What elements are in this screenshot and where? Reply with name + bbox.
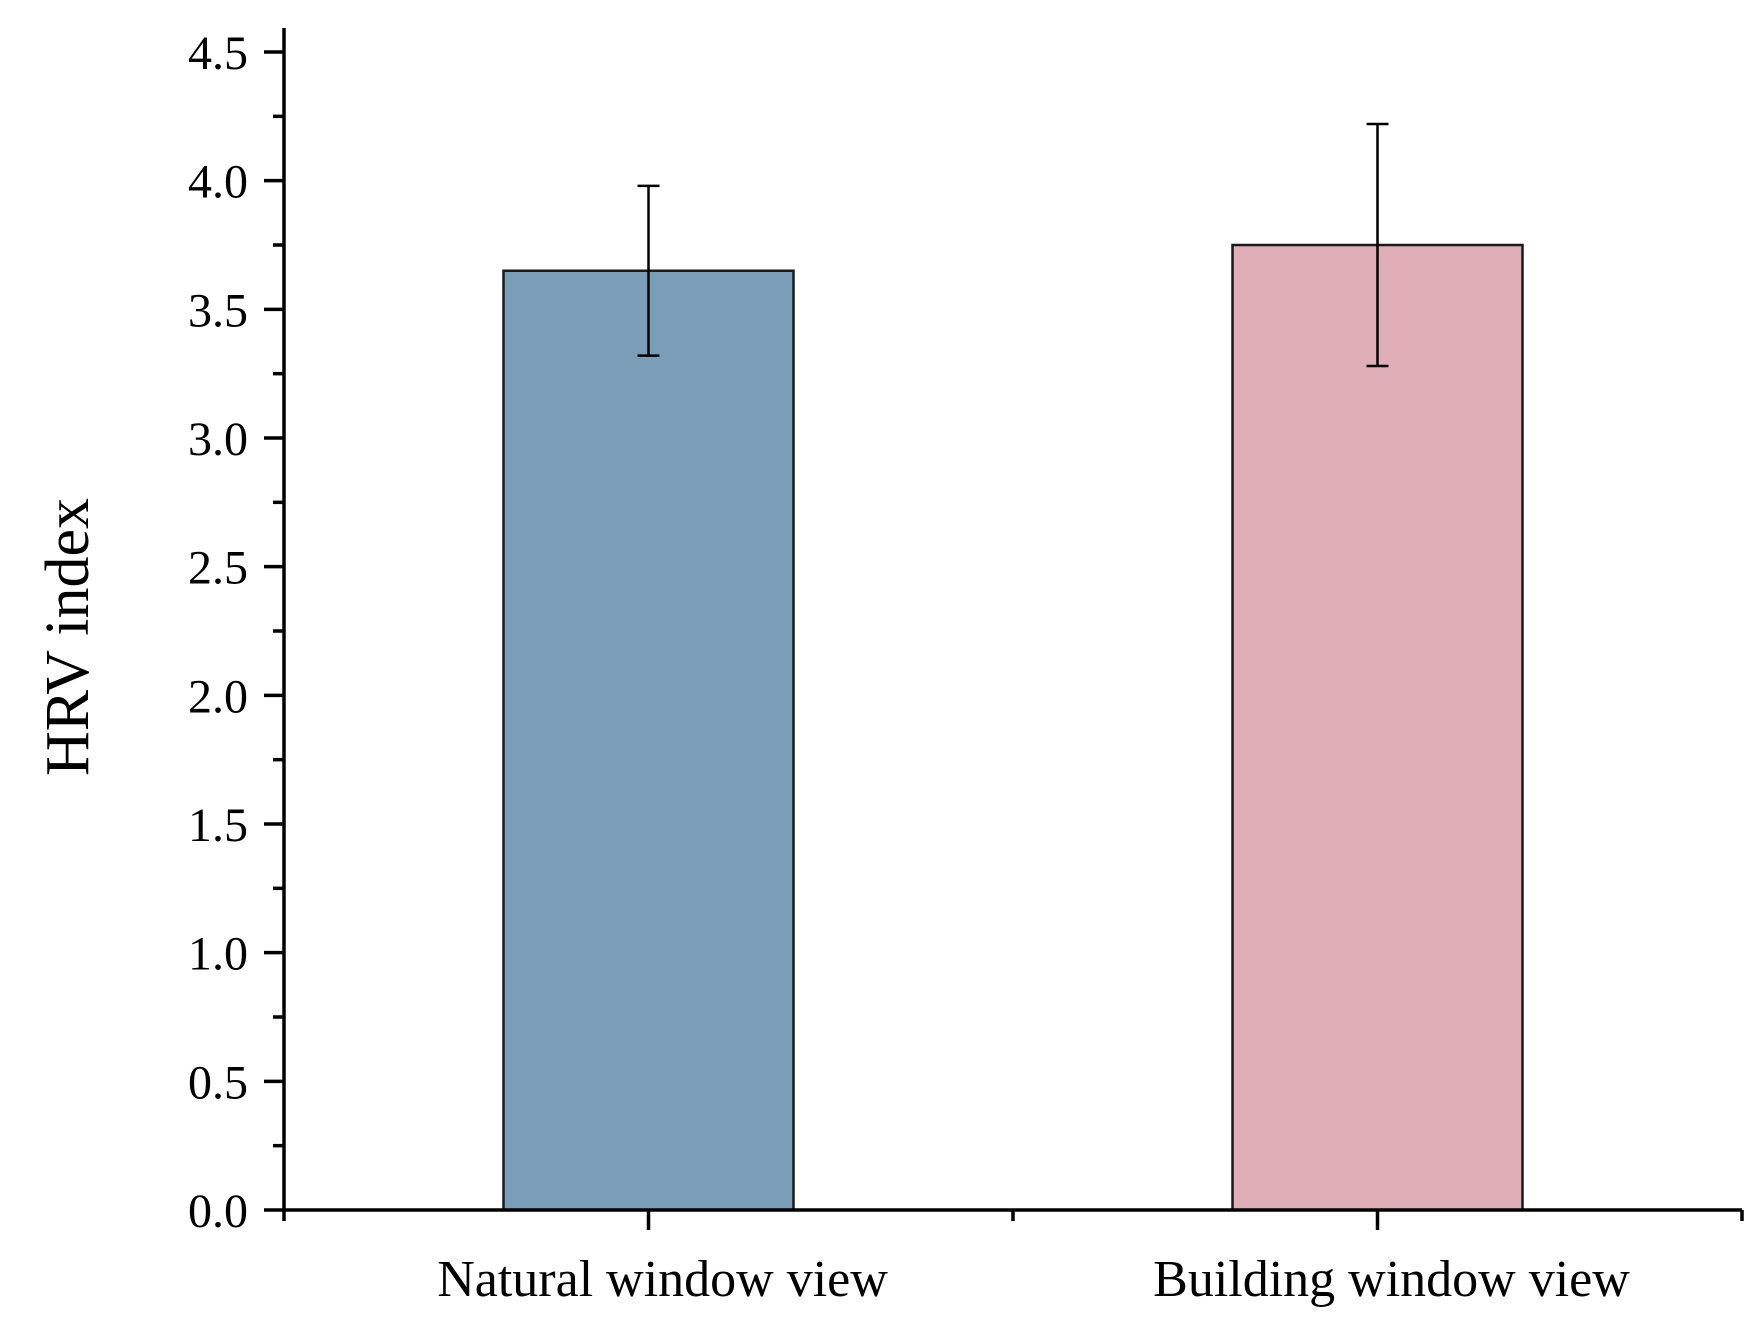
y-tick-label: 3.5 — [188, 284, 248, 337]
y-ticks-layer: 0.0 0.5 1.0 1.5 2.0 2.5 3.0 3.5 4.0 4.5 — [188, 27, 284, 1238]
bars-layer — [502, 243, 1524, 1212]
x-ticks-layer: Natural window view Building window view — [282, 1210, 1744, 1308]
y-tick-label: 2.5 — [188, 542, 248, 595]
y-tick-label: 4.5 — [188, 27, 248, 80]
y-tick-label: 2.0 — [188, 670, 248, 723]
y-tick-label: 0.5 — [188, 1056, 248, 1109]
x-tick-label: Building window view — [1153, 1251, 1630, 1308]
bar-building-window-view — [1231, 243, 1524, 1212]
y-axis-title: HRV index — [34, 498, 102, 776]
y-tick-label: 3.0 — [188, 413, 248, 466]
y-tick-label: 0.0 — [188, 1185, 248, 1238]
x-tick-label: Natural window view — [437, 1251, 888, 1308]
y-tick-label: 1.0 — [188, 928, 248, 981]
error-bars-layer — [637, 122, 1389, 368]
y-tick-label: 4.0 — [188, 156, 248, 209]
y-tick-label: 1.5 — [188, 799, 248, 852]
bar-natural-window-view — [502, 269, 795, 1212]
